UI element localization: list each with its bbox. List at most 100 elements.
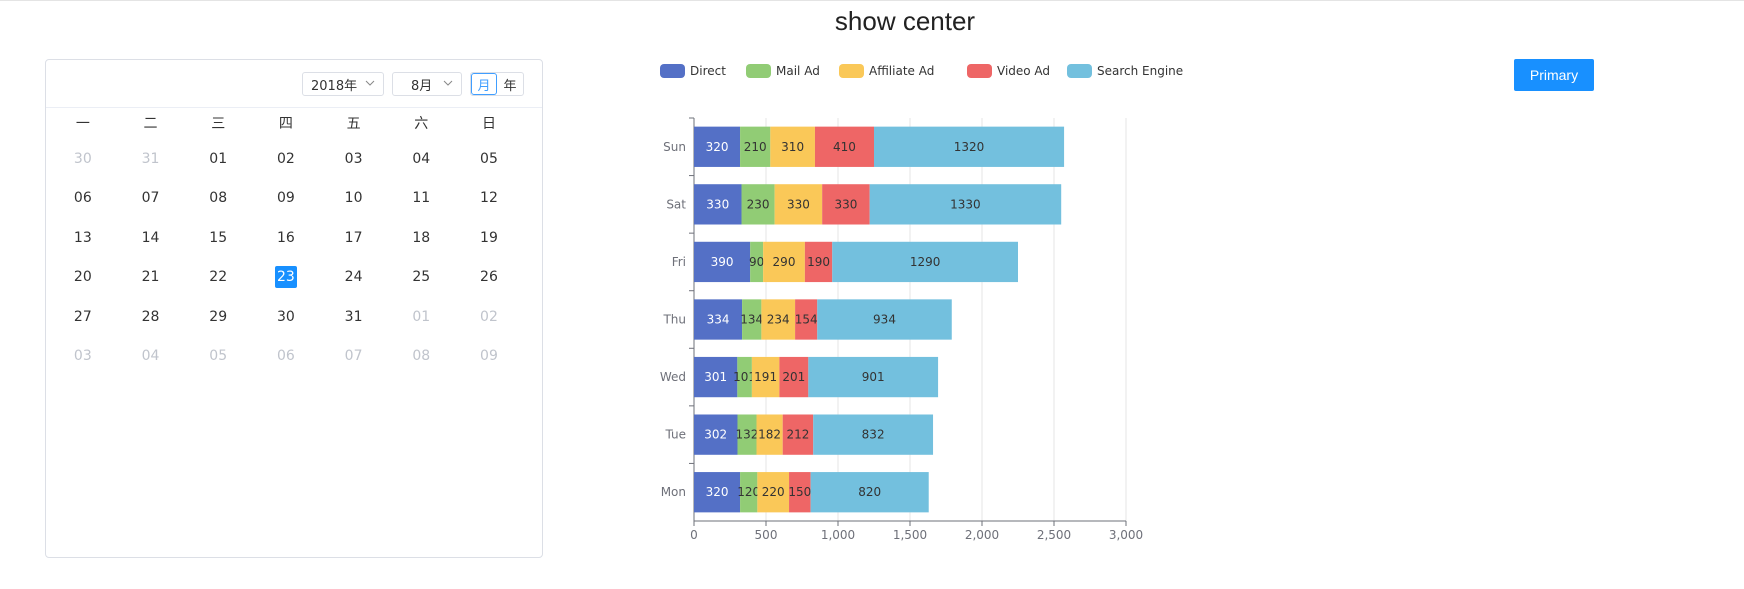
calendar-day[interactable]: 02 <box>252 148 320 170</box>
calendar-day-number: 07 <box>141 190 160 207</box>
calendar-day[interactable]: 13 <box>49 227 117 249</box>
calendar-day[interactable]: 31 <box>117 148 185 170</box>
bar-segment <box>763 241 805 283</box>
top-divider <box>0 0 1744 1</box>
calendar-day[interactable]: 16 <box>252 227 320 249</box>
calendar-day[interactable]: 20 <box>49 266 117 288</box>
calendar-day-number: 02 <box>480 308 498 325</box>
data-label: 210 <box>744 140 767 154</box>
calendar-day[interactable]: 01 <box>387 306 455 328</box>
calendar-day-number: 11 <box>412 190 431 207</box>
calendar-day[interactable]: 10 <box>320 187 388 209</box>
bar-segment <box>694 184 742 225</box>
calendar-day-number: 13 <box>73 229 92 246</box>
month-select[interactable]: 8月 <box>392 72 462 96</box>
bar-segment <box>817 299 952 340</box>
calendar-day[interactable]: 30 <box>252 306 320 328</box>
bar-segment <box>694 299 743 340</box>
calendar-day-number: 01 <box>412 308 431 325</box>
calendar-day[interactable]: 21 <box>117 266 185 288</box>
data-label: 201 <box>782 370 805 384</box>
x-tick-label: 2,500 <box>1037 528 1071 542</box>
x-tick-label: 1,000 <box>821 528 855 542</box>
calendar-day[interactable]: 30 <box>49 148 117 170</box>
calendar-day[interactable]: 19 <box>455 227 523 249</box>
bar-segment <box>779 356 809 398</box>
legend-label: Mail Ad <box>776 64 820 78</box>
calendar-day[interactable]: 24 <box>320 266 388 288</box>
data-label: 234 <box>767 313 790 327</box>
calendar-day[interactable]: 01 <box>184 148 252 170</box>
bar-segment <box>789 472 811 513</box>
y-tick-label: Tue <box>665 428 687 442</box>
calendar-day[interactable]: 15 <box>184 227 252 249</box>
calendar-day-number: 10 <box>344 190 363 207</box>
calendar-day[interactable]: 03 <box>49 345 117 367</box>
mode-year-button[interactable]: 年 <box>503 78 517 94</box>
calendar-day-number: 02 <box>276 150 295 167</box>
legend-label: Direct <box>690 64 726 78</box>
weekday-label: 一 <box>75 116 90 132</box>
calendar-day[interactable]: 04 <box>387 148 455 170</box>
calendar-day[interactable]: 04 <box>117 345 185 367</box>
calendar-day[interactable]: 29 <box>184 306 252 328</box>
calendar-day[interactable]: 09 <box>455 345 523 367</box>
calendar-day-number: 09 <box>276 190 295 207</box>
calendar-day-number: 25 <box>412 269 431 286</box>
calendar-day[interactable]: 28 <box>117 306 185 328</box>
calendar-day[interactable]: 07 <box>117 187 185 209</box>
calendar-day-number: 08 <box>209 190 228 207</box>
calendar-day-number: 24 <box>344 269 363 286</box>
calendar-day[interactable]: 06 <box>252 345 320 367</box>
bar-segment <box>832 241 1018 283</box>
calendar-day[interactable]: 31 <box>320 306 388 328</box>
calendar-day[interactable]: 27 <box>49 306 117 328</box>
calendar-day[interactable]: 25 <box>387 266 455 288</box>
calendar-day[interactable]: 22 <box>184 266 252 288</box>
calendar-day[interactable]: 06 <box>49 187 117 209</box>
bar-segment <box>750 241 764 283</box>
calendar-day[interactable]: 18 <box>387 227 455 249</box>
bar-segment <box>808 356 939 398</box>
calendar-day-number: 01 <box>209 150 228 167</box>
calendar-day-number: 05 <box>480 150 498 167</box>
calendar-day[interactable]: 08 <box>387 345 455 367</box>
calendar-day-number: 22 <box>209 269 228 286</box>
calendar-day[interactable]: 14 <box>117 227 185 249</box>
data-label: 120 <box>737 485 760 499</box>
bar-segment <box>814 126 874 167</box>
calendar-day[interactable]: 09 <box>252 187 320 209</box>
primary-button[interactable]: Primary <box>1514 59 1594 91</box>
calendar-day[interactable]: 02 <box>455 306 523 328</box>
legend-label: Affiliate Ad <box>869 64 934 78</box>
calendar-day-number: 03 <box>73 348 92 365</box>
data-label: 1290 <box>910 255 941 269</box>
month-select-value: 8月 <box>411 78 433 94</box>
year-select[interactable]: 2018年 <box>302 72 384 96</box>
calendar-day[interactable]: 03 <box>320 148 388 170</box>
calendar-day-selected[interactable]: 23 <box>252 266 320 289</box>
page-title: show center <box>834 6 976 36</box>
calendar-week-row: 27 28 29 30 31 01 02 <box>46 297 542 337</box>
calendar-day[interactable]: 12 <box>455 187 523 209</box>
legend-swatch <box>1067 64 1092 78</box>
calendar-day-number: 31 <box>141 150 160 167</box>
data-label: 134 <box>740 313 763 327</box>
mode-month-button[interactable]: 月 <box>471 73 497 95</box>
calendar-week-row: 30 31 01 02 03 04 05 <box>46 139 542 179</box>
bar-segment <box>774 184 823 225</box>
calendar-day[interactable]: 05 <box>455 148 523 170</box>
calendar-day[interactable]: 08 <box>184 187 252 209</box>
calendar-day-number: 03 <box>344 150 363 167</box>
legend-label: Search Engine <box>1097 64 1183 78</box>
calendar-day[interactable]: 26 <box>455 266 523 288</box>
calendar-day[interactable]: 07 <box>320 345 388 367</box>
calendar-day-number: 26 <box>480 269 498 286</box>
calendar-day[interactable]: 11 <box>387 187 455 209</box>
calendar-day-number: 09 <box>480 348 498 365</box>
data-label: 832 <box>862 428 885 442</box>
calendar-day-number: 12 <box>480 190 498 207</box>
calendar-day[interactable]: 17 <box>320 227 388 249</box>
bar-segment <box>694 241 751 283</box>
calendar-day[interactable]: 05 <box>184 345 252 367</box>
